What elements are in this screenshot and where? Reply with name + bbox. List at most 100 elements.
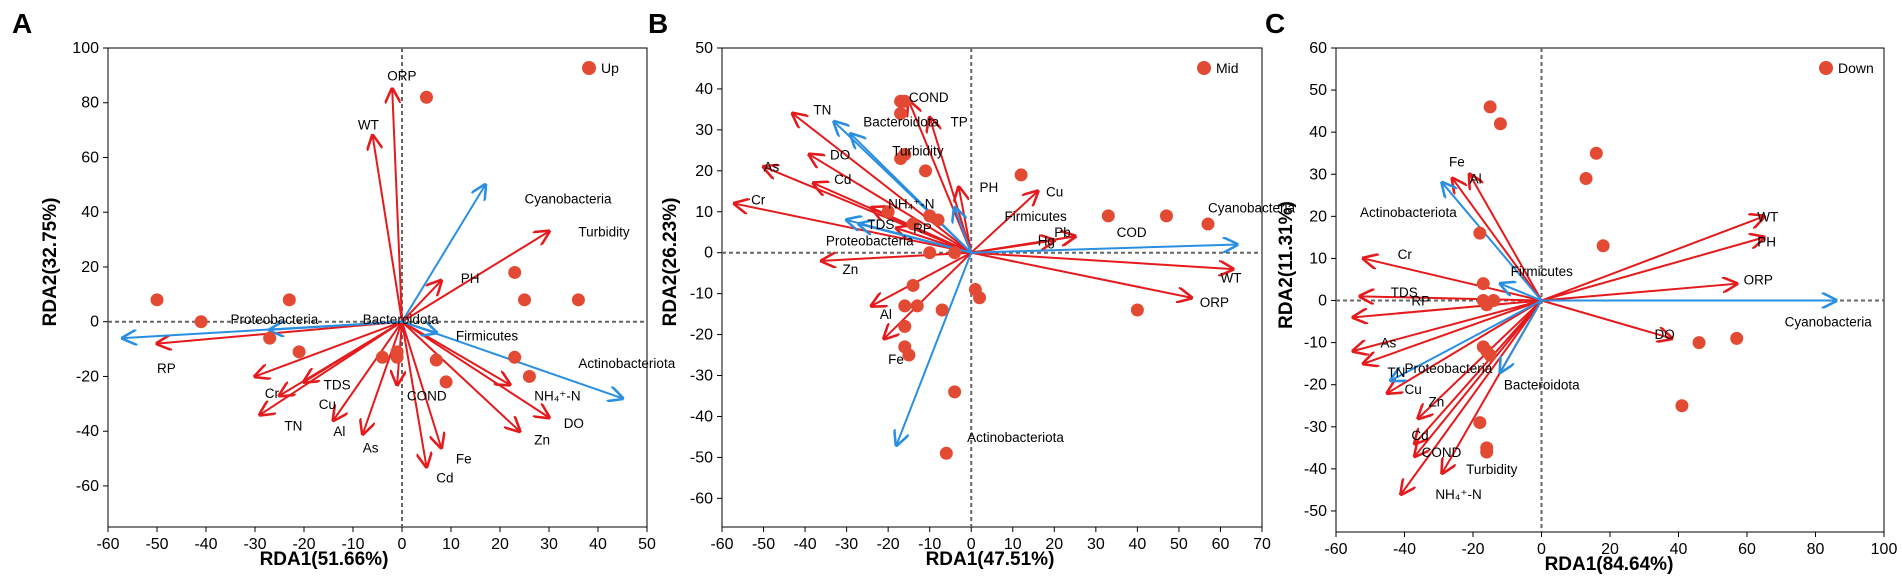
x-tick-label: 30	[1087, 536, 1105, 553]
vector-label: Pb	[1054, 225, 1071, 240]
env-vector-DO	[1541, 299, 1672, 339]
x-axis-title-a: RDA1(51.66%)	[260, 549, 389, 570]
x-tick-label: -20	[877, 536, 900, 553]
taxa-vector-Turbidity	[851, 134, 972, 254]
env-vector-Al	[872, 251, 972, 306]
vector-label: COND	[909, 90, 949, 105]
legend-label: Up	[601, 60, 619, 76]
x-tick-label: 60	[1212, 536, 1230, 553]
vector-label: ORP	[387, 68, 416, 83]
env-vector-TN	[1363, 299, 1542, 364]
sample-point	[1487, 294, 1501, 308]
legend-marker	[1197, 61, 1211, 75]
vector-label: Al	[880, 307, 892, 322]
y-tick-label: 20	[81, 259, 99, 276]
sample-point	[1130, 303, 1144, 317]
vector-label: COND	[1422, 445, 1462, 460]
x-tick-label: -20	[1461, 541, 1484, 558]
sample-point	[508, 350, 522, 364]
vector-label: WT	[358, 118, 379, 133]
vector-label: RP	[913, 221, 932, 236]
x-tick-label: 50	[1170, 536, 1188, 553]
vector-label: PH	[1757, 235, 1776, 250]
sample-point	[429, 353, 443, 367]
sample-point	[390, 350, 404, 364]
y-tick-label: -10	[1304, 335, 1327, 352]
sample-point	[973, 291, 987, 305]
plot-frame	[1335, 47, 1885, 533]
y-tick-label: 80	[81, 95, 99, 112]
vector-label: Actinobacteriota	[967, 430, 1064, 445]
y-axis-title-c: RDA2(11.31%)	[1276, 201, 1297, 329]
vector-label: Cu	[1046, 184, 1063, 199]
panel-c: C RDA1(84.64%) RDA2(11.31%)	[1265, 8, 1673, 575]
vector-label: Zn	[1428, 395, 1444, 410]
vector-label: Hg	[1038, 233, 1055, 248]
x-tick-label: 40	[1128, 536, 1146, 553]
x-tick-label: -30	[243, 536, 266, 553]
vector-label: Firmicutes	[1004, 209, 1067, 224]
env-vector-Fe	[884, 251, 972, 339]
vector-label: Cyanobacteria	[1785, 315, 1873, 330]
taxa-vector-Bacteroidota	[1500, 300, 1543, 373]
env-vector-TDS	[304, 320, 403, 382]
vector-label: Proteobacteria	[231, 312, 319, 327]
env-vector-ORP	[392, 89, 403, 322]
vector-label: PH	[980, 180, 999, 195]
x-tick-label: -50	[752, 536, 775, 553]
sample-point	[194, 315, 208, 329]
y-tick-label: -40	[1304, 461, 1327, 478]
vector-label: Al	[1470, 171, 1482, 186]
x-tick-label: -60	[96, 536, 119, 553]
vector-label: RP	[157, 361, 176, 376]
sample-point	[292, 345, 306, 359]
sample-point	[1675, 399, 1689, 413]
vector-label: TN	[813, 102, 831, 117]
sample-point	[894, 107, 908, 121]
y-tick-label: 0	[1318, 293, 1327, 310]
x-tick-label: -10	[341, 536, 364, 553]
vector-label: TDS	[1391, 285, 1418, 300]
env-vector-Al	[333, 321, 403, 421]
env-vector-As	[1353, 299, 1542, 352]
sample-point	[1014, 168, 1028, 182]
vector-label: Turbidity	[892, 143, 944, 158]
x-tick-label: 20	[491, 536, 509, 553]
vector-label: TDS	[867, 217, 894, 232]
vector-label: Zn	[534, 432, 550, 447]
env-vector-COD	[971, 236, 1075, 254]
sample-point	[1201, 217, 1215, 231]
env-vector-WT	[373, 136, 403, 322]
taxa-vector-Proteobacteria	[1391, 299, 1542, 381]
plot-frame	[721, 47, 1263, 528]
sample-point	[919, 164, 933, 178]
x-tick-label: 10	[1004, 536, 1022, 553]
x-tick-label: 20	[1601, 541, 1619, 558]
env-vector-ORP	[1541, 284, 1737, 302]
x-tick-label: 80	[1807, 541, 1825, 558]
y-tick-label: -30	[690, 368, 713, 385]
vector-label: RP	[1411, 294, 1430, 309]
y-tick-label: 60	[1309, 40, 1327, 57]
x-tick-label: 0	[967, 536, 976, 553]
taxa-vector-Firmicutes	[1500, 284, 1542, 302]
y-tick-label: 50	[695, 40, 713, 57]
sample-point	[1476, 277, 1490, 291]
y-axis-title-a: RDA2(32.75%)	[40, 198, 61, 327]
vector-label: Proteobacteria	[1405, 361, 1493, 376]
x-tick-label: 30	[540, 536, 558, 553]
env-vector-NH₄⁺-N	[1401, 299, 1543, 495]
x-tick-label: -60	[710, 536, 733, 553]
env-vector-Cr	[255, 320, 403, 377]
y-tick-label: -40	[76, 423, 99, 440]
y-tick-label: 60	[81, 149, 99, 166]
x-tick-label: 10	[442, 536, 460, 553]
env-vector-Fe	[401, 321, 441, 448]
y-tick-label: 20	[1309, 208, 1327, 225]
x-tick-label: 70	[1253, 536, 1271, 553]
vector-label: Cd	[1411, 428, 1428, 443]
vector-label: Cyanobacteria	[525, 192, 613, 207]
env-vector-TDS	[1360, 296, 1542, 300]
panel-letter-a: A	[12, 8, 32, 39]
panel-a: A RDA1(51.66%) RDA2(32.75%)	[12, 8, 388, 570]
